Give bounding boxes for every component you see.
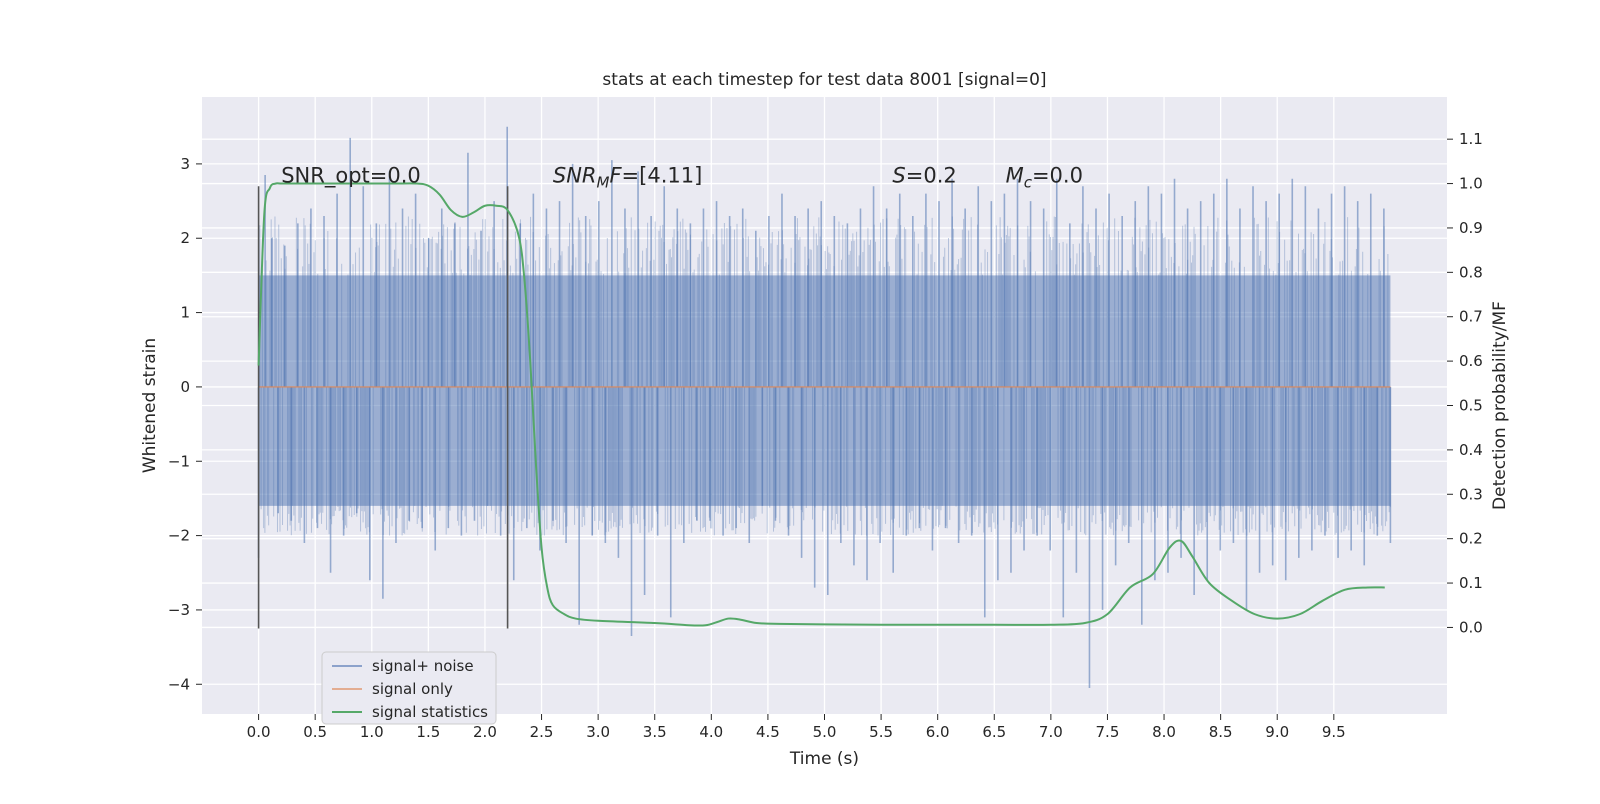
- legend-box: [321, 651, 497, 725]
- annotation-segment: =[4.11]: [622, 163, 703, 187]
- x-tick-label: 1.5: [416, 723, 440, 741]
- annotation-segment: =0.2: [906, 163, 957, 187]
- x-tick-label: 5.0: [813, 723, 837, 741]
- x-tick-label: 6.0: [926, 723, 950, 741]
- y2-axis-label: Detection probability/MF: [1490, 301, 1510, 510]
- annotation-segment: S: [892, 163, 905, 187]
- annotation-segment: SNR: [553, 163, 597, 187]
- y-axis-label: Whitened strain: [140, 338, 160, 473]
- annotation-snr-opt: SNR_opt=0.0: [281, 163, 421, 188]
- y2-tick-label: 0.7: [1459, 308, 1483, 326]
- y2-tick-label: 0.0: [1459, 618, 1483, 636]
- y-axis-ticks: −4 −3 −2 −1 0 1 2 3: [168, 155, 202, 693]
- annotation-segment: F: [609, 163, 622, 187]
- annotation-segment: M: [597, 173, 610, 191]
- vertical-markers: [257, 186, 509, 629]
- y2-tick-label: 0.2: [1459, 530, 1483, 548]
- y2-tick-label: 1.0: [1459, 175, 1483, 193]
- x-tick-label: 1.0: [360, 723, 384, 741]
- x-axis-label: Time (s): [789, 749, 859, 769]
- y-tick-label: 2: [180, 229, 190, 247]
- series-signal-plus-noise: [257, 126, 1392, 688]
- y-tick-label: 3: [180, 155, 190, 173]
- x-tick-label: 4.5: [756, 723, 780, 741]
- x-tick-label: 0.0: [247, 723, 271, 741]
- y-tick-label: 0: [180, 378, 190, 396]
- x-tick-label: 2.0: [473, 723, 497, 741]
- annotation-snr-mf: SNRMF=[4.11]: [553, 163, 702, 191]
- y2-tick-label: 0.4: [1459, 441, 1483, 459]
- annotation-s-stat: S=0.2: [892, 163, 956, 187]
- annotation-segment: =0.0: [1032, 163, 1083, 187]
- y-tick-label: −4: [168, 675, 190, 693]
- annotation-segment: c: [1024, 173, 1033, 191]
- signal-statistics-line: [257, 182, 1385, 627]
- x-tick-label: 5.5: [869, 723, 893, 741]
- y2-axis-ticks: 0.0 0.1 0.2 0.3 0.4 0.5 0.6 0.7 0.8 0.9 1.0 1.1: [1447, 130, 1483, 636]
- y2-tick-label: 0.9: [1459, 219, 1483, 237]
- series-signal-statistics: [257, 182, 1385, 627]
- x-axis-ticks: 0.0 0.5 1.0 1.5 2.0 2.5 3.0 3.5 4.0 4.5 5.0 5.5 6.0 6…: [247, 714, 1346, 741]
- x-tick-label: 8.0: [1152, 723, 1176, 741]
- y-tick-label: 1: [180, 304, 190, 322]
- y-tick-label: −1: [168, 452, 190, 470]
- legend-label-signal-plus-noise: signal+ noise: [372, 657, 474, 675]
- y-tick-label: −3: [168, 601, 190, 619]
- x-tick-label: 9.0: [1265, 723, 1289, 741]
- legend-label-signal-only: signal only: [372, 680, 453, 698]
- y2-tick-label: 0.3: [1459, 485, 1483, 503]
- x-tick-label: 2.5: [530, 723, 554, 741]
- x-tick-label: 7.0: [1039, 723, 1063, 741]
- legend: signal+ noise signal only signal statist…: [321, 651, 497, 725]
- x-tick-label: 6.5: [982, 723, 1006, 741]
- x-tick-label: 4.0: [699, 723, 723, 741]
- y2-tick-label: 0.1: [1459, 574, 1483, 592]
- annotations: SNR_opt=0.0 SNRMF=[4.11] S=0.2 Mc=0.0: [281, 163, 1083, 191]
- y-tick-label: −2: [168, 527, 190, 545]
- chart-title: stats at each timestep for test data 800…: [602, 70, 1046, 90]
- x-tick-label: 7.5: [1096, 723, 1120, 741]
- y2-tick-label: 0.8: [1459, 263, 1483, 281]
- annotation-mc-stat: Mc=0.0: [1006, 163, 1083, 191]
- noise-band: [258, 275, 1391, 506]
- x-tick-label: 3.0: [586, 723, 610, 741]
- x-tick-label: 0.5: [303, 723, 327, 741]
- annotation-segment: SNR_opt=0.0: [281, 163, 421, 188]
- y2-tick-label: 0.6: [1459, 352, 1483, 370]
- x-tick-label: 9.5: [1322, 723, 1346, 741]
- legend-label-signal-statistics: signal statistics: [372, 703, 488, 721]
- y2-tick-label: 1.1: [1459, 130, 1483, 148]
- annotation-segment: M: [1006, 163, 1024, 187]
- y2-tick-label: 0.5: [1459, 397, 1483, 415]
- x-tick-label: 8.5: [1209, 723, 1233, 741]
- x-tick-label: 3.5: [643, 723, 667, 741]
